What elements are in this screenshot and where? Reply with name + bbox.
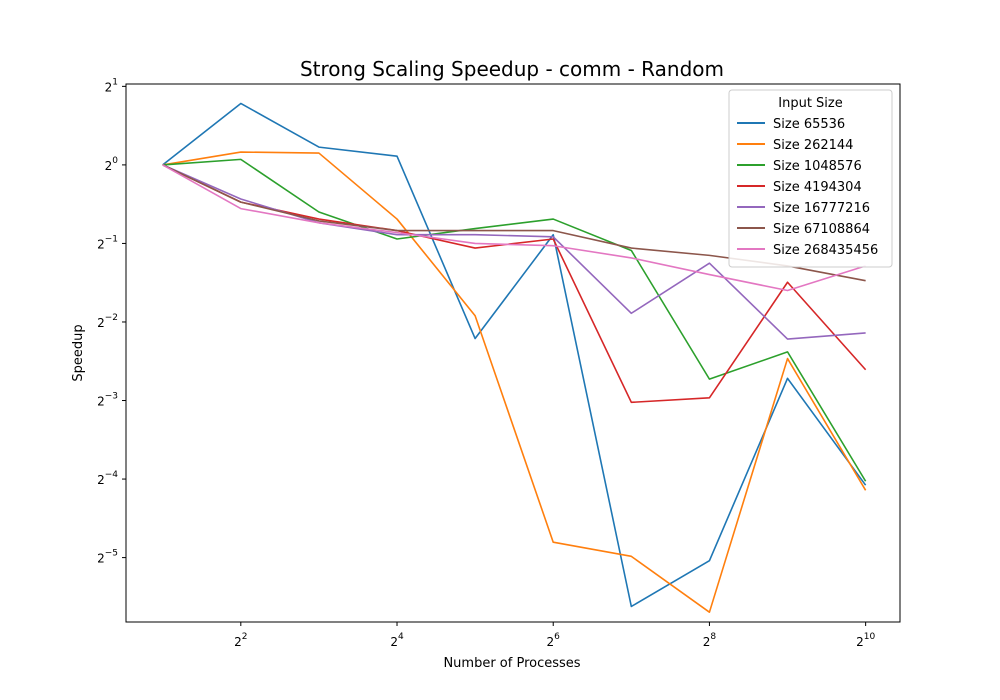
- legend-entry: Size 268435456: [773, 243, 878, 258]
- y-axis: 21 20 2−1 2−2 2−3 2−4 2−5: [97, 77, 126, 566]
- y-tick-label: 2−4: [97, 470, 118, 487]
- x-tick-label: 24: [390, 632, 404, 649]
- y-tick-label: 20: [105, 156, 119, 173]
- legend-title: Input Size: [778, 96, 842, 111]
- legend-entry: Size 262144: [773, 138, 853, 153]
- y-tick-label: 2−5: [97, 549, 118, 566]
- x-tick-label: 28: [703, 632, 717, 649]
- legend-entry: Size 1048576: [773, 159, 862, 174]
- legend: Input Size Size 65536 Size 262144 Size 1048…: [728, 89, 893, 268]
- plot-area: [162, 102, 867, 614]
- plot-frame: [125, 83, 901, 623]
- legend-entry: Size 16777216: [773, 201, 870, 216]
- x-tick-label: 26: [547, 632, 561, 649]
- legend-box: [728, 89, 893, 268]
- y-tick-label: 2−2: [97, 313, 118, 330]
- series-line-2: [162, 151, 867, 614]
- x-axis-label: Number of Processes: [443, 656, 580, 671]
- x-tick-label: 22: [234, 632, 247, 649]
- legend-entry: Size 65536: [773, 117, 845, 132]
- y-tick-label: 2−1: [97, 234, 118, 251]
- x-axis: 22 24 26 28 210: [234, 622, 875, 649]
- series-line-1: [162, 102, 867, 608]
- chart-title: Strong Scaling Speedup - comm - Random: [300, 57, 724, 81]
- y-tick-label: 2−3: [97, 392, 118, 409]
- series-line-7: [162, 164, 866, 292]
- y-tick-label: 21: [105, 77, 118, 94]
- y-axis-label: Speedup: [71, 324, 86, 381]
- legend-entry: Size 67108864: [773, 222, 870, 237]
- legend-entry: Size 4194304: [773, 180, 862, 195]
- x-tick-label: 210: [856, 632, 875, 649]
- series-line-3: [162, 158, 867, 482]
